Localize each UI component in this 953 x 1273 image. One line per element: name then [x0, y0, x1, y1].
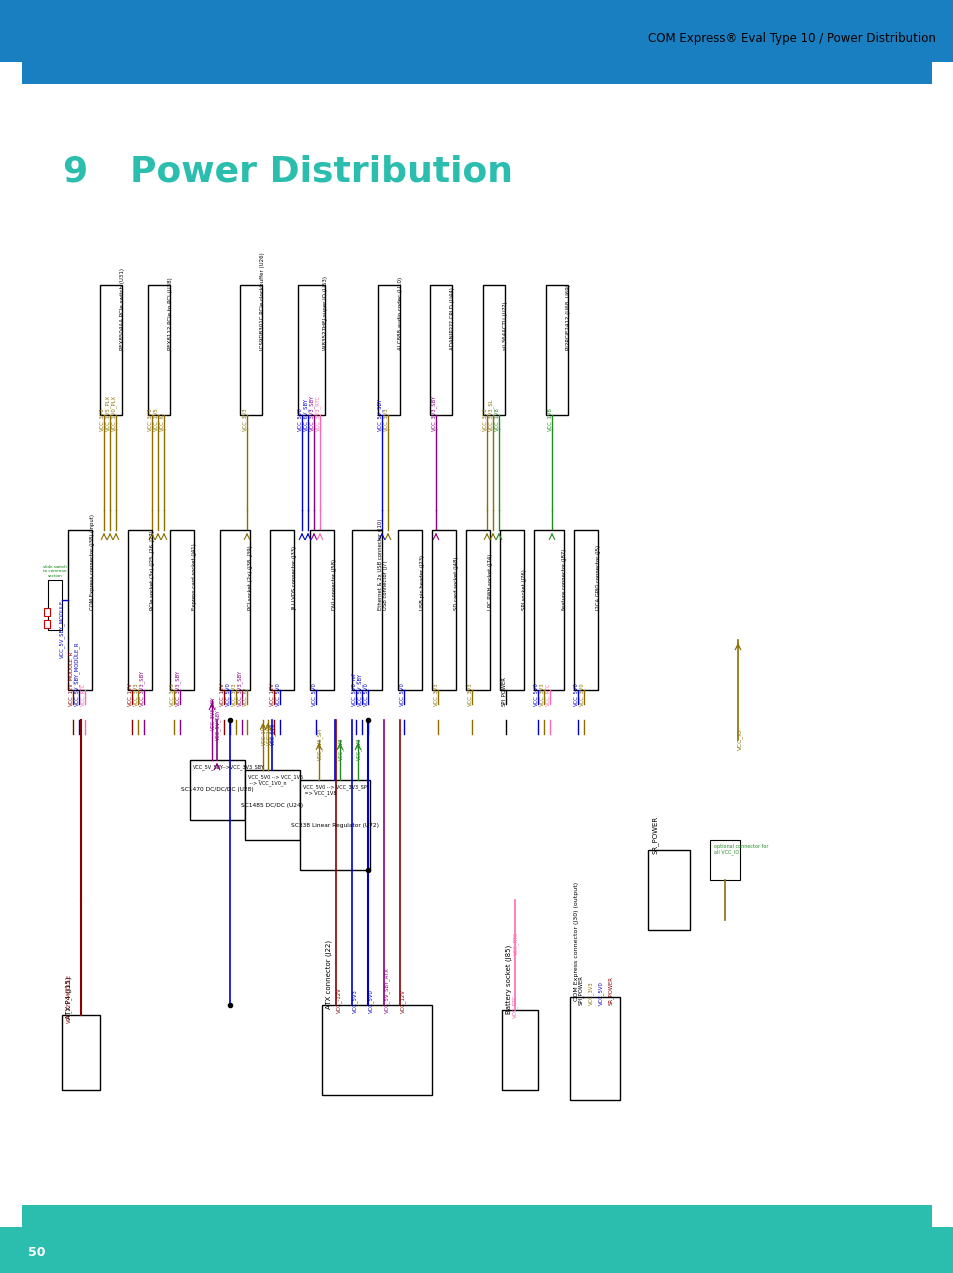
Text: VCC_3V3: VCC_3V3: [538, 682, 544, 707]
Text: VCC_1V5: VCC_1V5: [152, 407, 158, 432]
Text: COM Express connector (J38) (input): COM Express connector (J38) (input): [91, 514, 95, 610]
Bar: [397, 530, 421, 690]
Bar: [0, 1227, 22, 1273]
Text: VCC_1V5: VCC_1V5: [261, 723, 267, 745]
Text: ATX P4 (J15): ATX P4 (J15): [66, 976, 72, 1018]
Text: SD card socket (J48): SD card socket (J48): [454, 556, 459, 610]
Bar: [44, 620, 50, 628]
Text: VCC_3V3_SBY: VCC_3V3_SBY: [139, 670, 144, 707]
Text: VCC_3V3: VCC_3V3: [433, 682, 438, 707]
Text: VCC_5V_SBY: VCC_5V_SBY: [215, 709, 220, 740]
Bar: [482, 285, 504, 415]
Text: SR_POWER: SR_POWER: [651, 816, 659, 854]
Text: VCC_5V_SBY: VCC_5V_SBY: [376, 398, 382, 432]
Text: feature connector (J87): feature connector (J87): [562, 549, 567, 610]
Text: 50: 50: [28, 1246, 46, 1259]
Text: VCC_IO: VCC_IO: [737, 728, 742, 750]
Text: VCC_RTC: VCC_RTC: [544, 682, 550, 707]
Text: optional connector for
all VCC_IO: optional connector for all VCC_IO: [713, 844, 768, 855]
Text: VCC_3V3: VCC_3V3: [241, 407, 247, 432]
Bar: [22, 1206, 931, 1273]
Text: VCC_3V3: VCC_3V3: [587, 981, 593, 1004]
Text: VCC_5V0 --> VCC_1V5
 --> VCC_1V0_n: VCC_5V0 --> VCC_1V5 --> VCC_1V0_n: [248, 774, 303, 787]
Text: COM Express connector (J30) (output): COM Express connector (J30) (output): [574, 882, 578, 1001]
Text: VCC_3V3: VCC_3V3: [132, 682, 138, 707]
Text: ICS9DB301C PCIe clockbuffer (U26): ICS9DB301C PCIe clockbuffer (U26): [260, 252, 265, 350]
Text: VCC_5V0: VCC_5V0: [533, 682, 537, 707]
Text: PCI socket (2x) (J38, J39): PCI socket (2x) (J38, J39): [248, 545, 253, 610]
Bar: [709, 840, 740, 880]
Text: slide switch
to common
section: slide switch to common section: [43, 565, 67, 578]
Text: VCC_RTC: VCC_RTC: [80, 682, 86, 707]
Text: VCC_3V3: VCC_3V3: [231, 682, 236, 707]
Text: VCC_5V0: VCC_5V0: [368, 989, 374, 1013]
Text: Battery socket (J85): Battery socket (J85): [505, 945, 512, 1015]
Text: PEX8112 PCIe to PCI (U38): PEX8112 PCIe to PCI (U38): [169, 278, 173, 350]
Text: Express card socket (J41): Express card socket (J41): [193, 544, 197, 610]
Text: VCC_12V: VCC_12V: [399, 989, 405, 1013]
Text: sil 364ACTU (U??): sil 364ACTU (U??): [503, 302, 508, 350]
Bar: [48, 580, 62, 630]
Text: VCC_3V3_SL: VCC_3V3_SL: [487, 398, 493, 432]
Text: ADANIP2?? CPLD (U44): ADANIP2?? CPLD (U44): [450, 288, 455, 350]
Text: VCC_3V3_SBY: VCC_3V3_SBY: [309, 395, 314, 432]
Bar: [220, 530, 250, 690]
Bar: [574, 530, 598, 690]
Text: VCC_5V3: VCC_5V3: [352, 989, 357, 1013]
Bar: [270, 530, 294, 690]
Text: VCC_IO: VCC_IO: [241, 687, 247, 707]
Bar: [100, 285, 122, 415]
Circle shape: [0, 1206, 44, 1249]
Text: VCC_5V0: VCC_5V0: [311, 682, 316, 707]
Bar: [0, 0, 953, 62]
Bar: [22, 0, 931, 84]
Text: VCC_IO: VCC_IO: [158, 412, 164, 432]
Text: ATX connector (J22): ATX connector (J22): [326, 939, 333, 1009]
Bar: [499, 530, 523, 690]
Bar: [352, 530, 381, 690]
Circle shape: [0, 39, 44, 84]
Bar: [190, 760, 245, 820]
Text: VCC_1V0_PLX: VCC_1V0_PLX: [111, 395, 116, 432]
Text: VCC_5V0: VCC_5V0: [296, 407, 302, 432]
Text: VCC_3V3_SBY: VCC_3V3_SBY: [236, 670, 242, 707]
Text: SC1485 DC/DC (U24): SC1485 DC/DC (U24): [241, 802, 303, 807]
Bar: [569, 997, 619, 1100]
Text: VCC_5V0: VCC_5V0: [572, 682, 578, 707]
Text: VCC_-12V: VCC_-12V: [335, 988, 341, 1013]
Text: VCC_5V_SBY: VCC_5V_SBY: [356, 673, 362, 707]
Text: VCC_3V3: VCC_3V3: [169, 682, 174, 707]
Text: VCC_5V_SBY-->VCC_3V3_SBY: VCC_5V_SBY-->VCC_3V3_SBY: [193, 764, 265, 770]
Bar: [170, 530, 193, 690]
Text: VCC_1V8: VCC_1V8: [494, 407, 499, 432]
Bar: [931, 1227, 953, 1273]
Text: Power Distribution: Power Distribution: [130, 155, 513, 188]
Text: PI2PCIE2412 (U68, U69): PI2PCIE2412 (U68, U69): [566, 284, 571, 350]
Text: Ethernet & 2x USB connector (J10)
USB connector (J7): Ethernet & 2x USB connector (J10) USB co…: [377, 518, 388, 610]
Text: VCC_3V3: VCC_3V3: [481, 407, 487, 432]
Text: VCC_12V: VCC_12V: [218, 682, 224, 707]
Bar: [0, 0, 22, 62]
Text: PEX8504AA PCIe switch (U31): PEX8504AA PCIe switch (U31): [120, 269, 126, 350]
Text: VCC_5V0_ref: VCC_5V0_ref: [351, 672, 356, 707]
Text: LPC PWH socket (J74): LPC PWH socket (J74): [488, 554, 493, 610]
Bar: [534, 530, 563, 690]
Bar: [501, 1009, 537, 1090]
Text: VCC_5V_SBY_MODULE: VCC_5V_SBY_MODULE: [59, 600, 65, 658]
Bar: [297, 285, 325, 415]
Bar: [0, 1227, 953, 1273]
Text: VCC_5V_SBY_MODULE_R: VCC_5V_SBY_MODULE_R: [73, 642, 79, 707]
Text: SPI_POWER: SPI_POWER: [500, 676, 506, 707]
Bar: [245, 770, 299, 840]
Text: VCC_3V3: VCC_3V3: [466, 682, 472, 707]
Text: VCC_12V: VCC_12V: [127, 682, 132, 707]
Bar: [128, 530, 152, 690]
Text: VCC_1V8: VCC_1V8: [337, 738, 343, 760]
Bar: [148, 285, 170, 415]
Text: VCC_3V3: VCC_3V3: [382, 407, 388, 432]
Bar: [647, 850, 689, 931]
Bar: [931, 0, 953, 62]
Text: VCC_6V_SBY: VCC_6V_SBY: [302, 398, 308, 432]
Text: VCC_3V3_SBY: VCC_3V3_SBY: [210, 696, 215, 729]
Text: VCC_1V8: VCC_1V8: [546, 407, 552, 432]
